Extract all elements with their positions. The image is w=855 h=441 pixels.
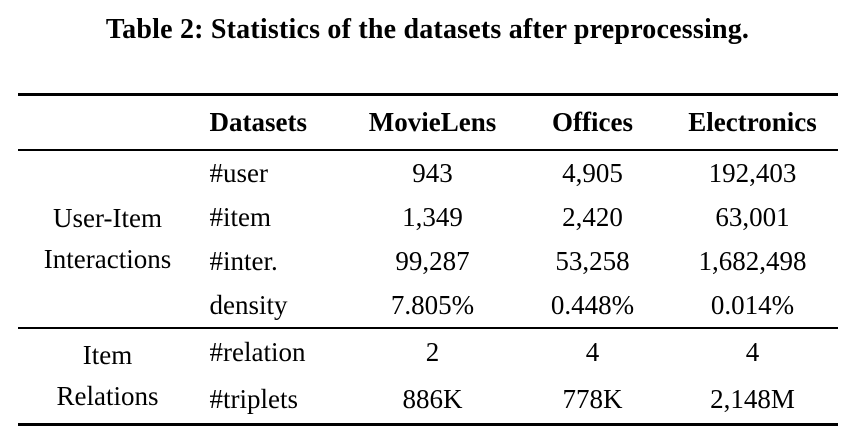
header-empty-cell — [18, 95, 198, 151]
value-offices: 0.448% — [550, 289, 635, 320]
table-row: Item Relations #relation 2 4 4 — [18, 328, 838, 411]
value-movielens: 7.805% — [390, 289, 475, 320]
value-movielens: 99,287 — [395, 245, 470, 276]
header-datasets: Datasets — [209, 107, 307, 137]
statistics-table: Datasets MovieLens Offices Electronics U… — [17, 93, 838, 426]
stat-label: density — [209, 289, 288, 320]
value-offices: 778K — [562, 384, 623, 414]
value-offices: 4 — [585, 337, 600, 367]
value-movielens: 943 — [412, 157, 453, 188]
value-offices: 53,258 — [555, 245, 630, 276]
stat-label: #relation — [209, 337, 306, 367]
table-row: #inter. 99,287 53,258 1,682,498 — [18, 239, 838, 283]
header-offices: Offices — [552, 107, 633, 137]
table-row: #triplets 886K 778K 2,148M — [18, 376, 838, 425]
value-offices: 4,905 — [562, 157, 623, 188]
table-row: density 7.805% 0.448% 0.014% — [18, 283, 838, 328]
value-electronics: 0.014% — [710, 289, 795, 320]
value-movielens: 2 — [425, 337, 440, 367]
group-label-item-relations: Item Relations — [18, 328, 198, 425]
value-electronics: 192,403 — [708, 157, 797, 188]
value-offices: 2,420 — [562, 201, 623, 232]
header-movielens: MovieLens — [368, 107, 497, 137]
value-electronics: 2,148M — [710, 384, 795, 414]
stat-label: #item — [209, 201, 272, 232]
value-electronics: 4 — [745, 337, 760, 367]
group-label-text: Item Relations — [56, 340, 159, 411]
group-label-text: User-Item Interactions — [43, 203, 172, 274]
table-row: #item 1,349 2,420 63,001 — [18, 195, 838, 239]
table-caption: Table 2: Statistics of the datasets afte… — [105, 14, 750, 45]
value-movielens: 886K — [402, 384, 463, 414]
value-movielens: 1,349 — [402, 201, 463, 232]
table-row: User-Item Interactions #user 943 4,905 1… — [18, 150, 838, 275]
group-label-user-item-interactions: User-Item Interactions — [18, 150, 198, 328]
stat-label: #inter. — [209, 245, 278, 276]
header-electronics: Electronics — [688, 107, 817, 137]
stat-label: #triplets — [209, 384, 299, 414]
group-user-item-interactions: User-Item Interactions #user 943 4,905 1… — [17, 150, 838, 328]
stat-label: #user — [209, 157, 268, 188]
header-row: Datasets MovieLens Offices Electronics — [17, 95, 838, 151]
group-item-relations: Item Relations #relation 2 4 4 #triplets… — [18, 328, 838, 425]
value-electronics: 1,682,498 — [698, 245, 807, 276]
value-electronics: 63,001 — [715, 201, 790, 232]
